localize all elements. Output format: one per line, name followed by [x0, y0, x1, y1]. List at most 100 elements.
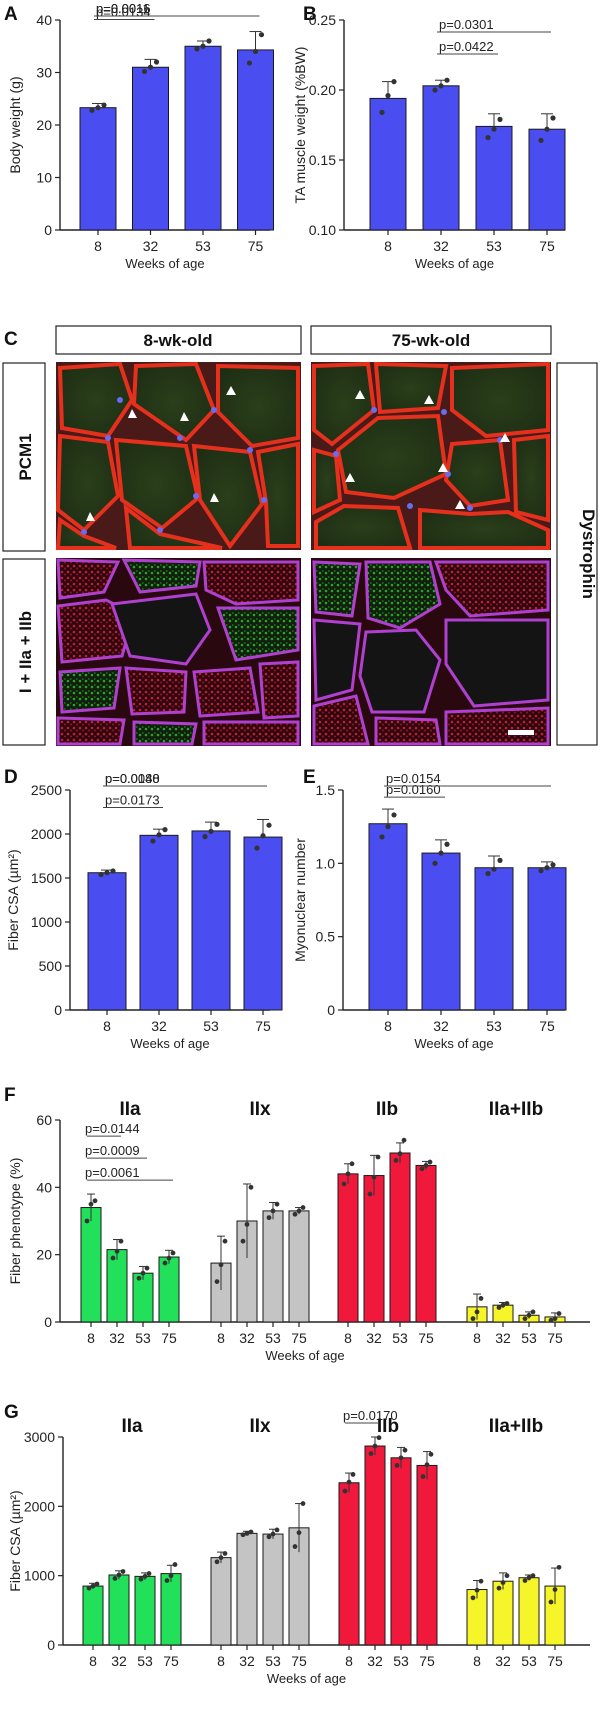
x-tick-label: 8	[94, 238, 102, 254]
x-tick-label: 8	[473, 1330, 481, 1346]
x-tick-label: 75	[291, 1653, 307, 1669]
data-point	[438, 83, 444, 89]
data-point	[208, 828, 214, 834]
y-axis-label: TA muscle weight (%BW)	[292, 47, 308, 204]
bar	[527, 867, 567, 1011]
p-value-label: p=0.0422	[439, 39, 494, 54]
group-title: IIb	[376, 1099, 398, 1120]
x-tick-label: 75	[291, 1330, 307, 1346]
data-point	[89, 107, 95, 113]
x-tick-label: 75	[161, 1330, 177, 1346]
y-tick-label: 2000	[24, 1498, 55, 1514]
y-tick-label: 2500	[31, 782, 62, 798]
data-point	[504, 1301, 510, 1306]
data-point	[153, 59, 160, 65]
chart-F: 0 20 40 60 IIa 8 32 53 75 IIx 8 32 53 75 IIb 8 32 53 75 IIa…	[7, 1099, 590, 1363]
data-point	[172, 1562, 178, 1567]
data-point	[270, 1531, 276, 1537]
data-point	[522, 1316, 528, 1322]
x-tick-label: 8	[89, 1653, 97, 1669]
chart-G: 0 1000 2000 3000 IIa 8 32 53 75 IIx 8 32 53 75 IIb 8 32 5…	[7, 1408, 590, 1686]
data-point	[538, 137, 544, 143]
data-point	[292, 1211, 298, 1217]
data-point	[266, 822, 272, 828]
data-point	[110, 1255, 116, 1261]
y-tick-label: 0	[54, 1002, 62, 1018]
data-point	[144, 1265, 150, 1271]
data-point	[538, 868, 544, 874]
x-tick-label: 8	[473, 1653, 481, 1669]
x-tick-label: 53	[195, 238, 211, 254]
data-point	[342, 1488, 348, 1494]
x-tick-label: 8	[384, 238, 392, 254]
data-point	[548, 1599, 554, 1605]
data-point	[556, 1311, 562, 1316]
data-point	[136, 1275, 142, 1281]
x-tick-label: 75	[163, 1653, 179, 1669]
data-point	[246, 60, 253, 66]
data-point	[526, 1575, 532, 1581]
bar	[210, 1557, 232, 1646]
data-point	[530, 1573, 536, 1579]
data-point	[391, 79, 397, 85]
x-tick-label: 32	[239, 1330, 255, 1346]
data-point	[98, 871, 104, 878]
data-point	[110, 868, 116, 874]
data-point	[402, 1447, 408, 1453]
data-point	[114, 1248, 120, 1254]
data-point	[401, 1137, 407, 1143]
data-point	[438, 850, 444, 856]
bar	[363, 1175, 385, 1323]
group-title: IIa	[121, 1416, 143, 1437]
p-value-label: p=0.0009	[85, 1143, 140, 1158]
data-point	[104, 870, 110, 876]
data-point	[218, 1555, 224, 1561]
data-point	[162, 827, 168, 833]
data-point	[548, 1317, 554, 1323]
data-point	[497, 857, 503, 864]
x-tick-label: 53	[265, 1330, 281, 1346]
data-point	[485, 135, 491, 141]
y-axis-label: Myonuclear number	[292, 838, 308, 962]
image-8wk-pcm1	[55, 361, 301, 550]
data-point	[300, 1501, 306, 1506]
data-point	[260, 833, 266, 839]
x-tick-label: 32	[239, 1653, 255, 1669]
group-title: IIb	[377, 1416, 399, 1437]
x-axis-label: Weeks of age	[130, 1036, 209, 1051]
data-point	[491, 866, 497, 872]
data-point	[379, 834, 385, 840]
data-point	[500, 1302, 506, 1308]
data-point	[391, 812, 397, 818]
data-point	[372, 1443, 378, 1449]
bar	[106, 1249, 128, 1323]
data-point	[350, 1472, 356, 1477]
bar	[237, 49, 274, 231]
y-axis-label: Fiber CSA (µm²)	[5, 849, 21, 950]
bar	[528, 128, 566, 231]
x-tick-label: 8	[344, 1330, 352, 1346]
microscopy-panel: 8-wk-old 75-wk-old PCM1 I + IIa + IIb Dy…	[2, 325, 598, 746]
charts-layer: 0 10 20 30 40 8 32 53 75 Weeks of age Body weight …	[5, 1, 590, 1686]
bar	[80, 1207, 102, 1323]
row-label-box-pcm1	[2, 362, 46, 552]
data-point	[385, 93, 391, 99]
row-label-fibertype: I + IIa + IIb	[16, 611, 35, 693]
y-tick-label: 500	[39, 958, 63, 974]
x-tick-label: 8	[345, 1653, 353, 1669]
data-point	[90, 1583, 96, 1589]
side-label-box-dystrophin	[556, 362, 598, 746]
bar	[415, 1164, 437, 1323]
data-point	[419, 1166, 425, 1172]
y-tick-label: 1.0	[316, 855, 336, 871]
panel-letter-b: B	[303, 4, 317, 25]
row-label-pcm1: PCM1	[16, 433, 35, 480]
x-tick-label: 53	[521, 1330, 537, 1346]
data-point	[147, 64, 154, 70]
x-tick-label: 32	[366, 1330, 382, 1346]
data-point	[397, 1151, 403, 1157]
bar	[492, 1580, 514, 1646]
data-point	[101, 102, 107, 108]
bar	[139, 834, 179, 1011]
data-point	[166, 1255, 172, 1261]
